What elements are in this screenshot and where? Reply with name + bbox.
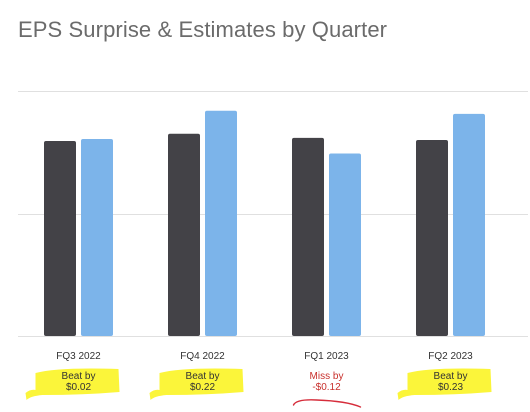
- chart-title: EPS Surprise & Estimates by Quarter: [18, 17, 388, 42]
- x-tick-label: FQ4 2022: [180, 351, 225, 362]
- bar-series1-fq4-2022: [205, 110, 237, 337]
- highlighter-mark: [149, 368, 244, 400]
- x-tick-label: FQ2 2023: [428, 351, 473, 362]
- bar-series0-fq3-2022: [44, 141, 76, 336]
- result-amount: $0.22: [190, 382, 215, 393]
- result-label: Beat by: [434, 371, 468, 382]
- result-label: Beat by: [62, 371, 96, 382]
- bar-series1-fq3-2022: [81, 138, 113, 336]
- bar-series0-fq1-2023: [292, 137, 324, 336]
- highlighter-mark: [25, 368, 120, 400]
- bar-series1-fq2-2023: [453, 113, 485, 336]
- bar-series0-fq4-2022: [168, 133, 200, 336]
- highlighter-mark: [397, 368, 492, 400]
- bar-series1-fq1-2023: [329, 153, 361, 336]
- result-label: Miss by: [310, 371, 344, 382]
- bars: FQ3 2022 FQ4 2022 FQ1 2023 FQ2 2023: [44, 110, 485, 362]
- result-amount: $0.02: [66, 382, 91, 393]
- bar-series0-fq2-2023: [416, 140, 448, 336]
- result-label: Beat by: [186, 371, 220, 382]
- x-tick-label: FQ3 2022: [56, 351, 101, 362]
- hand-drawn-underline: [292, 399, 362, 408]
- result-amount: $0.23: [438, 382, 463, 393]
- x-tick-label: FQ1 2023: [304, 351, 349, 362]
- result-amount: -$0.12: [312, 382, 341, 393]
